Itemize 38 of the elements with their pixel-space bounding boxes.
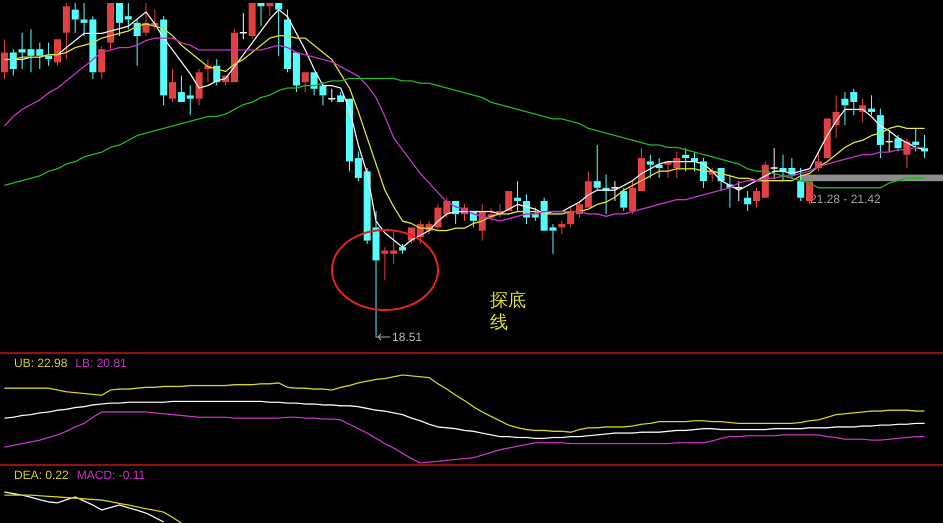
text: MACD: -0.11 bbox=[76, 468, 146, 482]
candlestick bbox=[841, 92, 848, 126]
candlestick bbox=[850, 88, 858, 116]
series-label: DEA: 0.22 bbox=[14, 468, 70, 482]
candlestick bbox=[10, 48, 17, 76]
candlestick bbox=[240, 12, 247, 40]
candlestick bbox=[284, 9, 292, 73]
candlestick bbox=[27, 28, 34, 73]
candlestick bbox=[770, 148, 778, 178]
candlestick bbox=[18, 32, 26, 70]
candlestick bbox=[98, 45, 106, 80]
candlestick bbox=[752, 187, 760, 208]
candlestick bbox=[89, 16, 96, 80]
candlestick bbox=[514, 180, 522, 212]
annotation: 探底线 bbox=[490, 290, 526, 332]
candlestick bbox=[797, 168, 804, 202]
candlestick bbox=[196, 68, 203, 106]
text: LB: 20.81 bbox=[75, 356, 128, 370]
candlestick bbox=[169, 68, 176, 102]
candlestick bbox=[72, 2, 79, 34]
candlestick bbox=[45, 42, 52, 66]
candlestick bbox=[36, 42, 44, 70]
candlestick bbox=[611, 180, 618, 202]
candlestick bbox=[124, 2, 132, 30]
candlestick bbox=[80, 2, 88, 36]
candlestick bbox=[0, 38, 8, 80]
series-label: UB: 22.98 bbox=[14, 356, 68, 370]
candlestick bbox=[62, 2, 70, 60]
annotation: 18.51 bbox=[392, 330, 422, 344]
candlestick bbox=[558, 220, 566, 234]
candlestick bbox=[876, 108, 884, 159]
candlestick bbox=[646, 154, 654, 178]
candlestick bbox=[744, 190, 752, 212]
candlestick bbox=[372, 210, 380, 334]
candlestick bbox=[886, 131, 893, 152]
candlestick bbox=[549, 224, 556, 254]
candlestick bbox=[160, 16, 168, 106]
candlestick bbox=[868, 94, 875, 116]
